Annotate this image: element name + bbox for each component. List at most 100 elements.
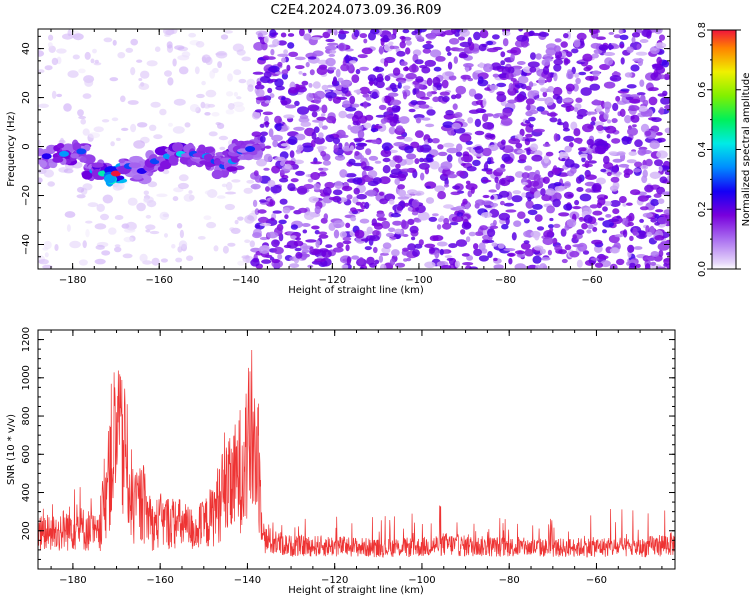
heatmap-speckle: [425, 185, 431, 189]
heatmap-speckle: [307, 104, 320, 112]
heatmap-speckle: [351, 74, 360, 83]
heatmap-speckle: [312, 81, 321, 89]
heatmap-speckle: [294, 100, 300, 107]
heatmap-speckle: [500, 117, 513, 126]
heatmap-speckle: [389, 117, 398, 127]
heatmap-speckle: [307, 178, 314, 183]
heatmap-speckle: [178, 66, 189, 75]
heatmap-speckle: [225, 109, 235, 115]
heatmap-speckle: [589, 29, 599, 35]
heatmap-speckle: [449, 221, 459, 226]
heatmap-speckle: [290, 224, 298, 230]
heatmap-speckle: [293, 240, 304, 247]
heatmap-speckle: [426, 33, 437, 40]
heatmap-speckle: [213, 245, 219, 252]
heatmap-speckle: [523, 218, 530, 224]
heatmap-speckle: [603, 201, 612, 206]
heatmap-speckle: [267, 180, 276, 187]
heatmap-speckle: [280, 143, 290, 147]
heatmap-speckle: [434, 185, 445, 193]
heatmap-speckle: [530, 52, 536, 60]
heatmap-speckle: [663, 258, 670, 262]
heatmap-speckle: [393, 142, 406, 147]
heatmap-speckle: [483, 63, 493, 73]
heatmap-speckle: [626, 46, 634, 53]
heatmap-speckle: [365, 148, 372, 156]
heatmap-speckle: [576, 187, 584, 192]
heatmap-speckle: [425, 40, 432, 45]
heatmap-speckle: [338, 30, 350, 34]
heatmap-speckle: [566, 105, 575, 112]
heatmap-speckle: [639, 218, 644, 223]
heatmap-speckle: [82, 183, 93, 191]
heatmap-speckle: [587, 224, 594, 230]
heatmap-speckle: [67, 70, 79, 78]
heatmap-speckle: [367, 170, 378, 178]
heatmap-speckle: [145, 229, 151, 233]
heatmap-speckle: [150, 101, 161, 108]
signal-band-peak: [76, 148, 87, 155]
heatmap-speckle: [327, 66, 337, 71]
heatmap-speckle: [411, 236, 416, 241]
heatmap-speckle: [443, 217, 450, 225]
heatmap-speckle: [452, 103, 458, 110]
heatmap-speckle: [641, 175, 648, 184]
heatmap-speckle: [310, 36, 322, 41]
heatmap-speckle: [356, 193, 368, 200]
heatmap-speckle: [561, 158, 566, 162]
heatmap-speckle: [321, 125, 328, 130]
heatmap-speckle: [341, 185, 353, 192]
heatmap-speckle: [335, 68, 341, 78]
heatmap-speckle: [320, 150, 327, 157]
heatmap-speckle: [286, 64, 291, 72]
heatmap-speckle: [373, 246, 378, 254]
heatmap-speckle: [38, 177, 43, 183]
heatmap-speckle: [397, 196, 410, 200]
x-tick-label: −120: [321, 575, 348, 586]
signal-band-blob: [93, 175, 106, 180]
heatmap-speckle: [109, 77, 119, 82]
heatmap-speckle: [576, 229, 585, 235]
heatmap-speckle: [352, 196, 359, 204]
spectrogram-heatmap: [38, 29, 670, 269]
heatmap-speckle: [444, 71, 455, 77]
heatmap-speckle: [313, 126, 320, 133]
heatmap-speckle: [281, 69, 289, 75]
heatmap-speckle: [365, 96, 372, 101]
heatmap-speckle: [419, 96, 430, 100]
heatmap-speckle: [501, 223, 509, 230]
heatmap-speckle: [556, 122, 565, 126]
heatmap-speckle: [405, 47, 411, 55]
heatmap-speckle: [259, 135, 266, 143]
heatmap-speckle: [378, 255, 384, 263]
heatmap-speckle: [205, 89, 217, 98]
heatmap-speckle: [271, 258, 281, 264]
snr-series-line: [38, 350, 675, 558]
heatmap-speckle: [342, 240, 352, 245]
colorbar-tick-label: 0.6: [697, 82, 708, 98]
heatmap-speckle: [274, 156, 286, 161]
heatmap-speckle: [334, 155, 346, 161]
heatmap-speckle: [658, 74, 666, 80]
heatmap-speckle: [277, 61, 283, 67]
heatmap-speckle: [316, 145, 328, 150]
heatmap-speckle: [630, 114, 640, 123]
y-tick-label: 200: [21, 521, 32, 540]
heatmap-speckle: [114, 215, 124, 220]
heatmap-speckle: [543, 230, 555, 239]
heatmap-speckle: [353, 29, 360, 38]
heatmap-speckle: [604, 57, 614, 66]
heatmap-speckle: [666, 263, 670, 269]
heatmap-speckle: [479, 225, 488, 231]
heatmap-speckle: [296, 144, 304, 152]
heatmap-speckle: [309, 246, 314, 253]
heatmap-speckle: [663, 73, 670, 81]
heatmap-speckle: [561, 258, 568, 264]
signal-band-blob: [230, 154, 240, 163]
heatmap-speckle: [349, 60, 357, 64]
heatmap-speckle: [663, 209, 670, 215]
heatmap-speckle: [548, 224, 554, 229]
heatmap-speckle: [440, 161, 453, 170]
heatmap-speckle: [654, 235, 665, 241]
heatmap-speckle: [326, 115, 337, 124]
